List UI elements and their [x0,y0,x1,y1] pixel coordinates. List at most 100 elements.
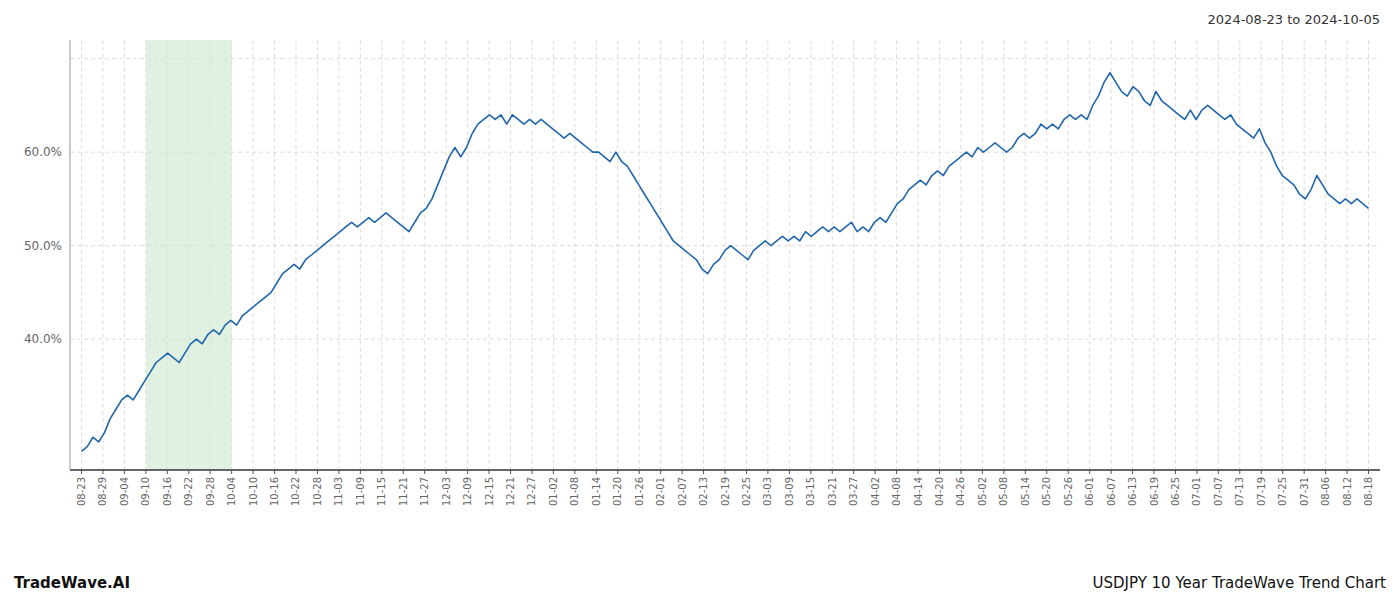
x-tick [167,470,168,474]
x-grid-line [960,40,961,470]
x-tick-label: 02-19 [720,477,731,506]
x-grid-line [682,40,683,470]
x-grid-line [489,40,490,470]
x-grid-line [403,40,404,470]
y-tick-label: 60.0% [24,145,62,159]
x-tick [1025,470,1026,474]
x-grid-line [1304,40,1305,470]
x-tick-label: 07-25 [1277,477,1288,506]
x-tick-label: 06-01 [1084,477,1095,506]
x-tick [360,470,361,474]
x-grid-line [531,40,532,470]
x-tick [424,470,425,474]
x-tick [295,470,296,474]
x-grid-line [767,40,768,470]
x-tick-label: 08-12 [1342,477,1353,506]
x-tick-label: 09-16 [162,477,173,506]
x-tick [896,470,897,474]
x-grid-line [553,40,554,470]
x-grid-line [1282,40,1283,470]
x-tick [703,470,704,474]
x-grid-line [1261,40,1262,470]
x-tick-label: 09-04 [119,477,130,506]
y-grid-line [70,339,1380,340]
x-grid-line [853,40,854,470]
x-tick-label: 01-20 [612,477,623,506]
axes: 08-2308-2909-0409-1009-1609-2209-2810-04… [24,40,1380,506]
x-grid-line [360,40,361,470]
x-tick-label: 08-29 [97,477,108,506]
x-tick [596,470,597,474]
x-grid-line [1325,40,1326,470]
x-tick [1239,470,1240,474]
x-tick [253,470,254,474]
x-grid-line [81,40,82,470]
x-grid-line [832,40,833,470]
x-grid-line [510,40,511,470]
y-grid-line [70,152,1380,153]
x-tick [832,470,833,474]
x-tick [553,470,554,474]
x-tick-label: 09-22 [183,477,194,506]
x-tick [682,470,683,474]
title: USDJPY 10 Year TradeWave Trend Chart [1092,574,1386,592]
x-tick-label: 10-22 [290,477,301,506]
x-tick-label: 02-01 [655,477,666,506]
x-tick [853,470,854,474]
x-tick [939,470,940,474]
x-grid-line [939,40,940,470]
x-tick-label: 12-21 [505,477,516,506]
x-tick-label: 03-21 [827,477,838,506]
x-tick [102,470,103,474]
x-grid-line [660,40,661,470]
chart: 08-2308-2909-0409-1009-1609-2209-2810-04… [0,0,1400,600]
x-tick [725,470,726,474]
x-tick [1218,470,1219,474]
x-grid-line [875,40,876,470]
x-tick-label: 04-08 [891,477,902,506]
x-tick [1304,470,1305,474]
x-grid-line [102,40,103,470]
background [0,0,1400,600]
x-tick [231,470,232,474]
x-grid-line [1132,40,1133,470]
x-tick [1111,470,1112,474]
x-grid-line [381,40,382,470]
x-tick-label: 03-27 [848,477,859,506]
x-grid-line [810,40,811,470]
y-grid-line [70,245,1380,246]
x-grid-line [789,40,790,470]
x-tick-label: 12-15 [484,477,495,506]
x-tick-label: 05-02 [977,477,988,506]
x-tick-label: 05-20 [1041,477,1052,506]
x-grid-line [1003,40,1004,470]
x-tick [489,470,490,474]
x-tick [531,470,532,474]
x-tick [1175,470,1176,474]
x-grid-line [1025,40,1026,470]
x-tick-label: 12-03 [441,477,452,506]
x-tick-label: 04-20 [934,477,945,506]
x-tick-label: 02-25 [741,477,752,506]
x-tick-label: 05-08 [998,477,1009,506]
x-tick [81,470,82,474]
x-grid-line [574,40,575,470]
x-grid-line [1239,40,1240,470]
x-grid-line [896,40,897,470]
x-tick-label: 04-02 [870,477,881,506]
y-axis-line [70,40,71,470]
x-tick-label: 02-13 [698,477,709,506]
x-tick [1368,470,1369,474]
x-tick [274,470,275,474]
x-grid-line [1368,40,1369,470]
x-grid-line [446,40,447,470]
x-tick-label: 02-07 [677,477,688,506]
x-tick-label: 07-13 [1234,477,1245,506]
x-tick-label: 11-09 [355,477,366,506]
x-tick-label: 10-04 [226,477,237,506]
x-grid-line [1111,40,1112,470]
x-tick [338,470,339,474]
x-tick [660,470,661,474]
x-tick [510,470,511,474]
x-tick [467,470,468,474]
